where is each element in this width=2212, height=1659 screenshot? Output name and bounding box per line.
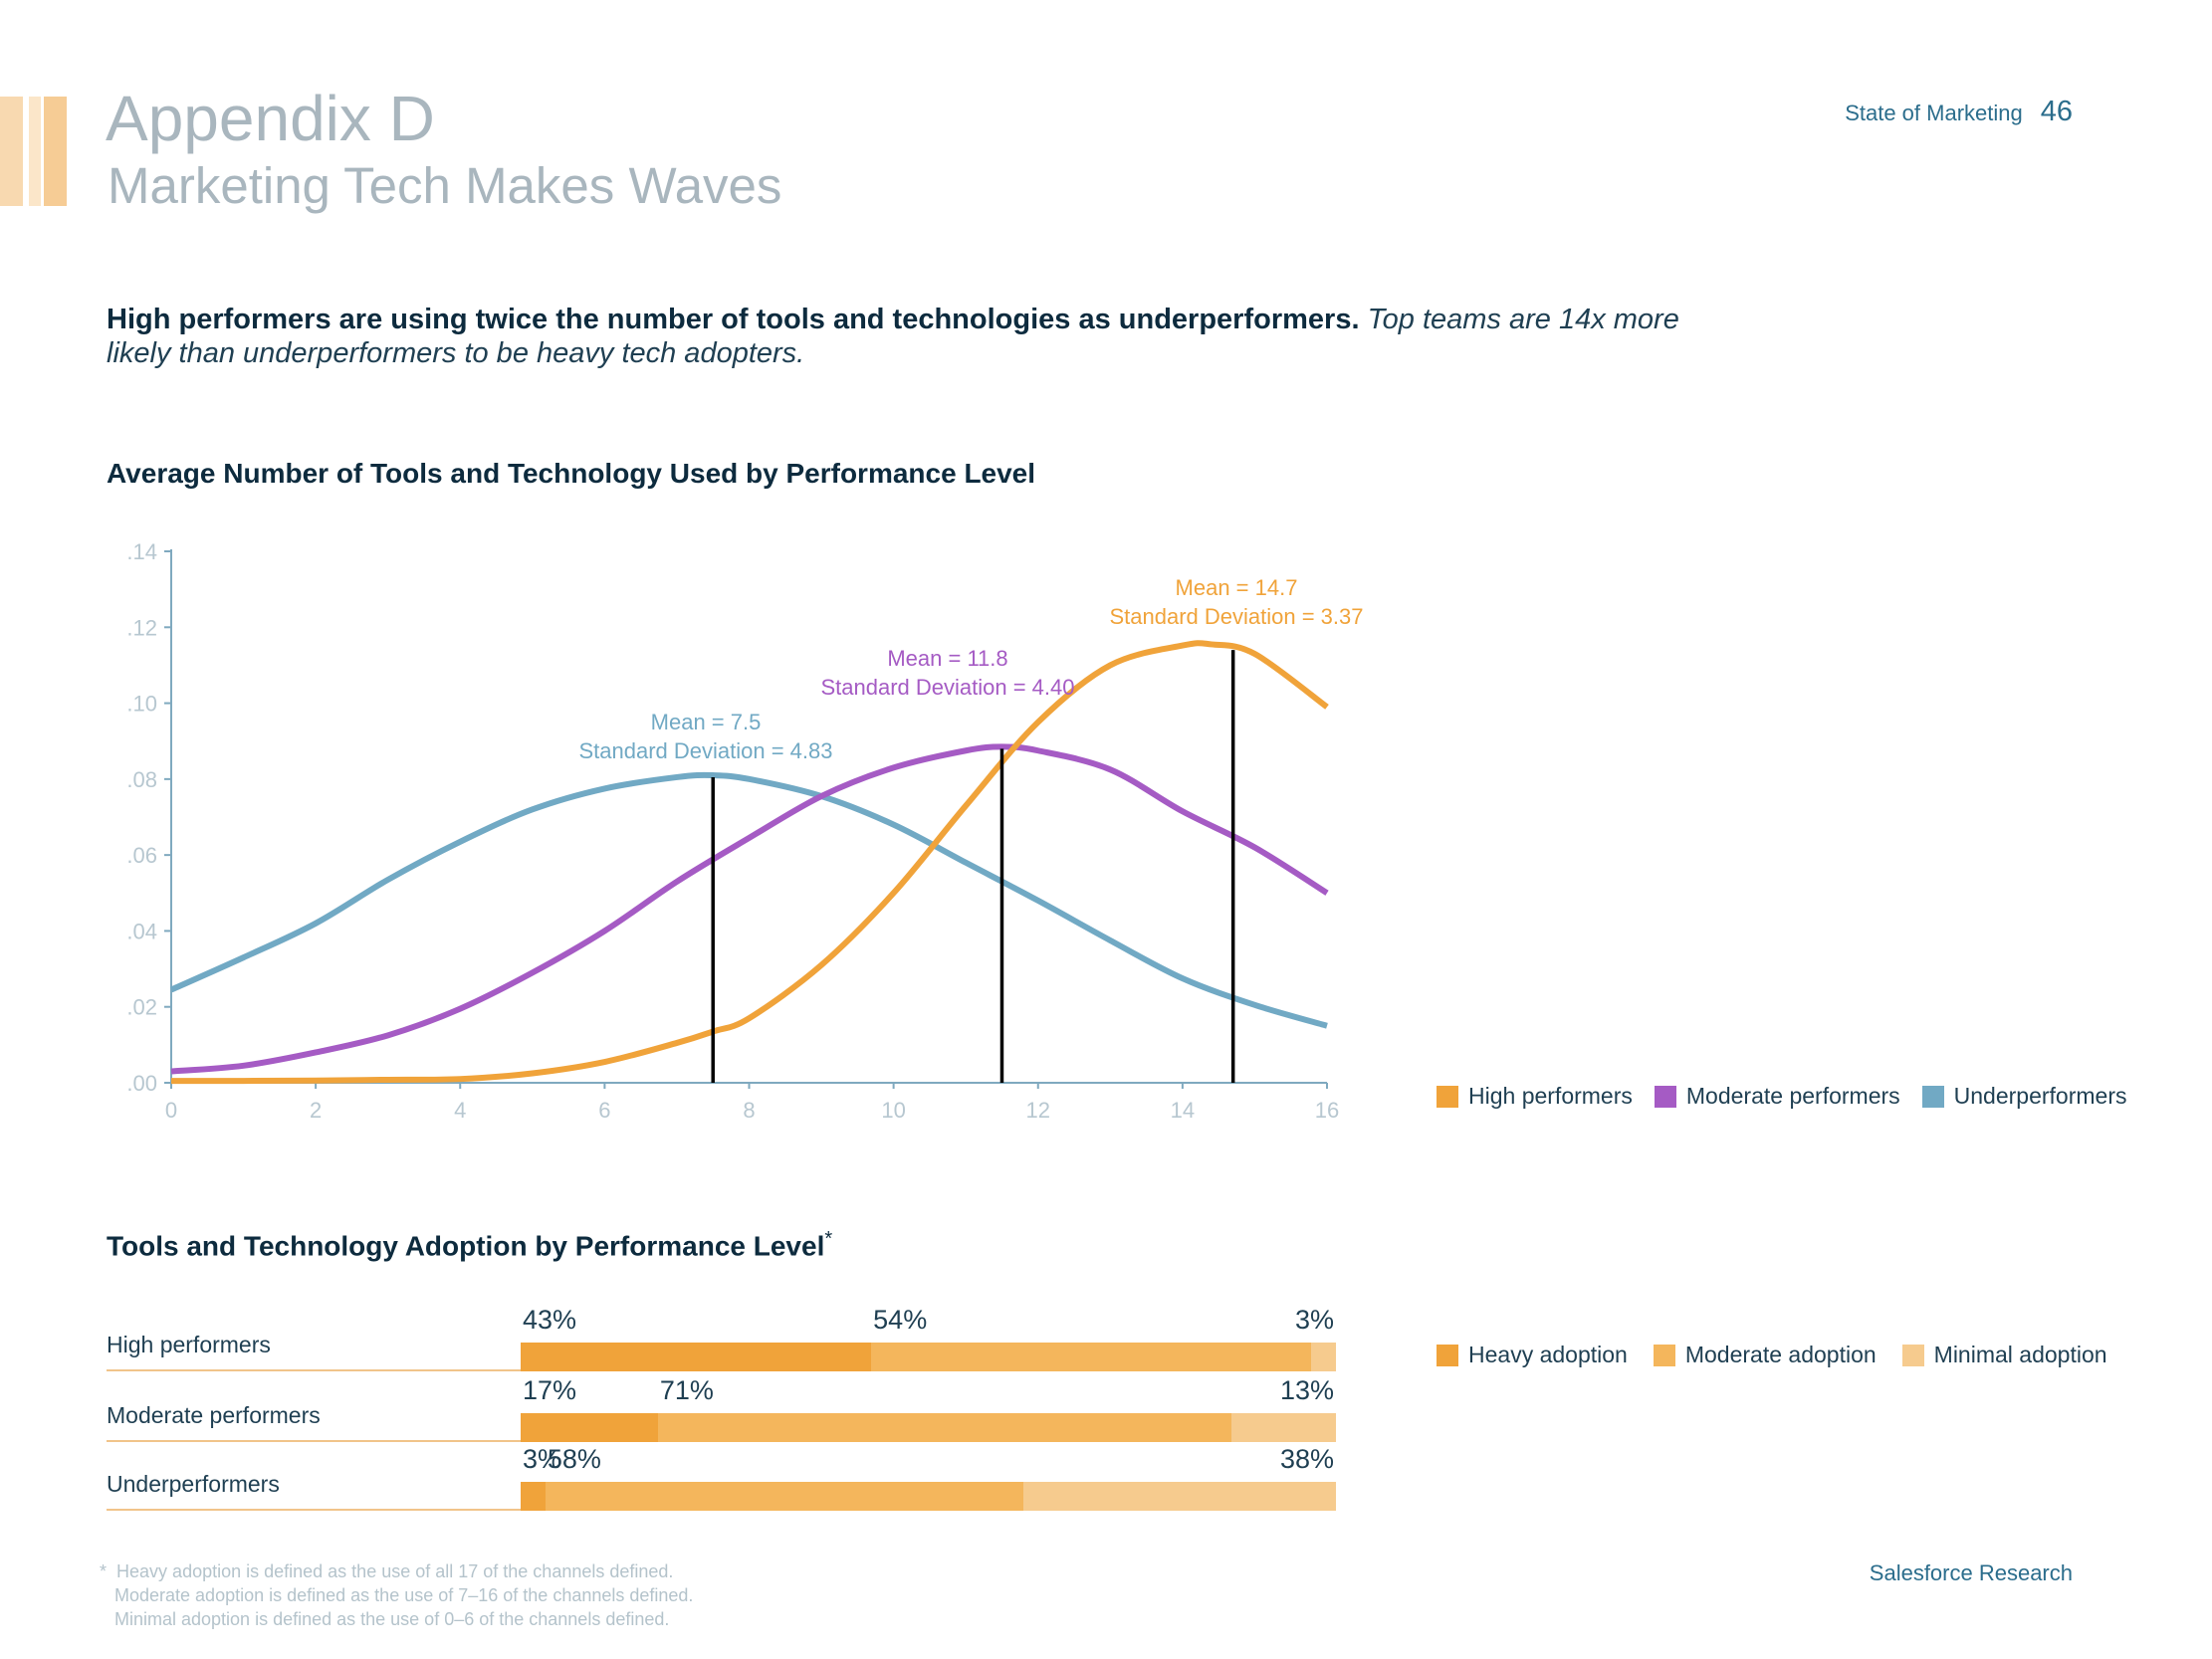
data-label-heavy-adoption: 3% — [523, 1444, 562, 1474]
bar-segment-moderate-adoption — [657, 1413, 1231, 1442]
row-label-moderate-performers: Moderate performers — [107, 1402, 321, 1428]
data-label-moderate-adoption: 71% — [659, 1375, 714, 1405]
data-label-minimal-adoption: 38% — [1279, 1444, 1334, 1474]
bar-chart-title: Tools and Technology Adoption by Perform… — [107, 1228, 832, 1262]
y-tick-label: .14 — [126, 539, 157, 564]
page-title: Appendix D — [106, 83, 435, 154]
footnote-text-1: Heavy adoption is defined as the use of … — [116, 1561, 674, 1581]
legend-swatch — [1921, 1085, 1944, 1108]
data-label-heavy-adoption: 17% — [523, 1375, 577, 1405]
legend-swatch — [1437, 1085, 1458, 1108]
legend-swatch — [1437, 1344, 1458, 1366]
bar-segment-moderate-adoption — [871, 1343, 1312, 1371]
stacked-bar-high-performers — [521, 1343, 1336, 1371]
bar-segment-heavy-adoption — [521, 1413, 658, 1442]
intro-italic: Top teams are 14x more likely than under… — [107, 304, 1679, 369]
x-tick-label: 14 — [1171, 1098, 1195, 1123]
legend-item-heavy-adoption: Heavy adoption — [1437, 1342, 1628, 1368]
x-tick-label: 0 — [165, 1098, 177, 1123]
moderate-performers-annotation: Standard Deviation = 4.40 — [820, 675, 1074, 700]
legend-item-high-performers: High performers — [1437, 1083, 1633, 1110]
y-tick-label: .00 — [126, 1071, 157, 1096]
header-stripe-3 — [44, 97, 67, 206]
publication-header: State of Marketing 46 — [1845, 96, 2073, 128]
publication-name: State of Marketing — [1845, 101, 2023, 125]
bar-segment-moderate-adoption — [545, 1482, 1023, 1511]
underperformers-line — [169, 771, 1328, 1029]
x-tick-label: 16 — [1315, 1098, 1339, 1123]
data-label-heavy-adoption: 43% — [523, 1305, 577, 1335]
footnote-line-1: * Heavy adoption is defined as the use o… — [100, 1559, 693, 1583]
data-label-moderate-adoption: 58% — [547, 1444, 601, 1474]
page-number: 46 — [2040, 96, 2073, 127]
line-chart-legend: High performers Moderate performers Underp… — [1437, 1083, 2126, 1110]
footnote-line-2: Moderate adoption is defined as the use … — [114, 1585, 694, 1605]
data-label-minimal-adoption: 13% — [1279, 1375, 1334, 1405]
high-performers-annotation: Mean = 14.7 — [1176, 575, 1298, 600]
y-tick-label: .02 — [126, 995, 157, 1020]
stacked-bar-underperformers — [521, 1482, 1336, 1511]
y-tick-label: .10 — [126, 692, 157, 717]
y-tick-label: .04 — [126, 919, 157, 943]
underperformers-annotation: Standard Deviation = 4.83 — [578, 738, 832, 763]
page-subtitle: Marketing Tech Makes Waves — [108, 157, 782, 214]
row-label-high-performers: High performers — [107, 1332, 271, 1357]
bar-segment-minimal-adoption — [1022, 1482, 1336, 1511]
row-label-underperformers: Underperformers — [107, 1471, 280, 1497]
line-chart-title: Average Number of Tools and Technology U… — [107, 458, 1036, 489]
legend-label: High performers — [1468, 1083, 1633, 1109]
legend-label: Minimal adoption — [1933, 1342, 2107, 1367]
y-tick-label: .06 — [126, 843, 157, 868]
x-tick-label: 4 — [454, 1098, 466, 1123]
legend-item-moderate-adoption: Moderate adoption — [1653, 1342, 1877, 1368]
bar-segment-minimal-adoption — [1311, 1343, 1336, 1371]
bar-chart-title-text: Tools and Technology Adoption by Perform… — [107, 1230, 825, 1262]
high-performers-annotation: Standard Deviation = 3.37 — [1109, 604, 1363, 629]
bar-chart-legend: Heavy adoption Moderate adoption Minimal a… — [1437, 1342, 2107, 1368]
header-stripe-1 — [0, 97, 23, 206]
footer-brand: Salesforce Research — [1869, 1560, 2073, 1585]
legend-swatch — [1653, 1344, 1675, 1366]
moderate-performers-annotation: Mean = 11.8 — [887, 646, 1007, 671]
legend-item-underperformers: Underperformers — [1921, 1083, 2127, 1110]
legend-swatch — [1901, 1344, 1924, 1366]
bar-segment-minimal-adoption — [1230, 1413, 1336, 1442]
underperformers-annotation: Mean = 7.5 — [651, 710, 762, 734]
header-stripe-2 — [29, 97, 41, 206]
intro-paragraph: High performers are using twice the numb… — [107, 303, 1699, 370]
bar-segment-heavy-adoption — [521, 1343, 872, 1371]
footnote-marker: * — [100, 1561, 108, 1581]
legend-label: Underperformers — [1953, 1083, 2127, 1109]
x-tick-label: 6 — [598, 1098, 610, 1123]
bar-segment-heavy-adoption — [521, 1482, 546, 1511]
bar-chart-title-marker: * — [824, 1228, 833, 1250]
data-label-minimal-adoption: 3% — [1294, 1305, 1334, 1335]
x-tick-label: 8 — [743, 1098, 755, 1123]
legend-label: Moderate adoption — [1684, 1342, 1877, 1367]
legend-label: Heavy adoption — [1468, 1342, 1628, 1367]
y-tick-label: .12 — [126, 615, 157, 640]
y-tick-label: .08 — [126, 767, 157, 792]
stacked-bar-moderate-performers — [521, 1413, 1336, 1442]
x-tick-label: 2 — [310, 1098, 322, 1123]
legend-item-moderate-performers: Moderate performers — [1654, 1083, 1900, 1110]
legend-swatch — [1654, 1085, 1676, 1108]
footnote-line-3: Minimal adoption is defined as the use o… — [114, 1609, 670, 1629]
legend-item-minimal-adoption: Minimal adoption — [1901, 1342, 2107, 1368]
high-performers-line — [170, 640, 1329, 1085]
data-label-moderate-adoption: 54% — [873, 1305, 928, 1335]
footnote: * Heavy adoption is defined as the use o… — [100, 1559, 693, 1631]
legend-label: Moderate performers — [1685, 1083, 1900, 1109]
x-tick-label: 12 — [1026, 1098, 1050, 1123]
moderate-performers-line — [170, 743, 1329, 1075]
intro-bold: High performers are using twice the numb… — [107, 304, 1360, 335]
x-tick-label: 10 — [881, 1098, 905, 1123]
